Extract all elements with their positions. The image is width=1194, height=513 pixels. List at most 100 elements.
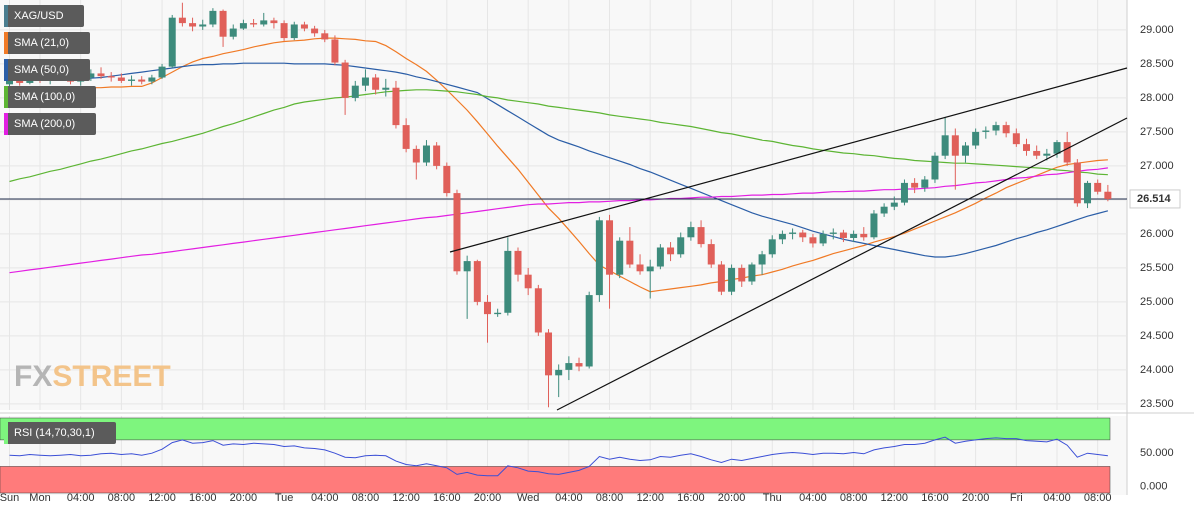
x-tick-label: 12:00	[636, 492, 664, 504]
y-tick-label: 24.500	[1140, 330, 1174, 342]
candle-body	[331, 39, 339, 63]
x-tick-label: 12:00	[392, 492, 420, 504]
candle-body	[361, 77, 369, 86]
y-tick-label: 28.500	[1140, 58, 1174, 70]
x-tick-label: 20:00	[718, 492, 746, 504]
candle-body	[311, 28, 319, 34]
legend-swatch	[4, 113, 8, 135]
candle-body	[392, 87, 400, 126]
candle-body	[402, 125, 410, 149]
candle-body	[270, 20, 278, 24]
candle-body	[473, 261, 481, 302]
x-tick-label: 20:00	[962, 492, 990, 504]
x-tick-label: 04:00	[799, 492, 827, 504]
candle-body	[555, 369, 563, 376]
legend-label: XAG/USD	[14, 10, 64, 22]
candle-body	[656, 247, 664, 267]
candle-body	[524, 274, 532, 289]
candle-body	[229, 28, 237, 37]
sma-line	[9, 89, 1108, 183]
candle-body	[16, 80, 24, 83]
x-tick-label: Mon	[29, 492, 50, 504]
legend-entry: SMA (21,0)	[4, 32, 90, 54]
candle-body	[463, 261, 471, 272]
candle-body	[839, 232, 847, 238]
candle-body	[870, 213, 878, 238]
y-tick-label: 0.000	[1140, 480, 1168, 492]
watermark: FXSTREET	[14, 360, 171, 393]
candle-body	[565, 363, 573, 370]
x-tick-label: 16:00	[677, 492, 705, 504]
candle-body	[687, 227, 695, 238]
candle-body	[433, 145, 441, 166]
x-tick-label: 20:00	[474, 492, 502, 504]
candle-body	[1094, 182, 1102, 192]
candle-body	[1033, 150, 1041, 156]
candle-body	[951, 135, 959, 156]
candle-body	[1002, 125, 1010, 134]
candle-body	[1084, 182, 1092, 204]
candle-body	[829, 232, 837, 234]
candle-body	[107, 76, 115, 78]
candle-body	[667, 247, 675, 255]
y-tick-label: 24.000	[1140, 364, 1174, 376]
candle-body	[1012, 133, 1020, 145]
legend-label: SMA (50,0)	[14, 64, 69, 76]
legend-label: SMA (21,0)	[14, 37, 69, 49]
candle-body	[799, 232, 807, 238]
candle-body	[178, 17, 186, 24]
y-tick-label: 25.000	[1140, 296, 1174, 308]
candle-body	[728, 267, 736, 292]
x-tick-label: Wed	[517, 492, 539, 504]
legend-label: SMA (200,0)	[14, 118, 75, 130]
candle-body	[545, 332, 553, 376]
x-tick-label: 08:00	[352, 492, 380, 504]
x-tick-label: Sun	[0, 492, 19, 504]
candle-body	[738, 267, 746, 282]
legend-box	[4, 5, 84, 27]
candle-body	[809, 237, 817, 244]
x-tick-label: 16:00	[189, 492, 217, 504]
candle-body	[646, 266, 654, 272]
candle-body	[87, 73, 95, 78]
candle-body	[972, 131, 980, 146]
legend-swatch	[4, 86, 8, 108]
candle-body	[982, 130, 990, 132]
x-tick-label: Fri	[1010, 492, 1023, 504]
candle-body	[219, 10, 227, 37]
candle-body	[250, 23, 258, 25]
last-price-label: 26.514	[1137, 193, 1172, 205]
x-tick-label: Thu	[763, 492, 782, 504]
x-tick-label: 04:00	[1043, 492, 1071, 504]
candle-body	[300, 24, 308, 29]
trendline	[449, 67, 1128, 253]
y-tick-label: 29.000	[1140, 24, 1174, 36]
candle-body	[1104, 191, 1112, 199]
candle-body	[209, 10, 217, 25]
candle-body	[575, 363, 583, 367]
candle-body	[412, 148, 420, 163]
candle-body	[1073, 162, 1081, 204]
candle-body	[290, 24, 298, 39]
y-tick-label: 26.000	[1140, 228, 1174, 240]
watermark-part: FX	[14, 360, 52, 393]
candle-body	[189, 23, 197, 27]
legend-box	[4, 113, 96, 135]
x-tick-label: 16:00	[433, 492, 461, 504]
candle-body	[819, 233, 827, 244]
candle-body	[341, 62, 349, 98]
x-tick-label: 12:00	[881, 492, 909, 504]
candle-body	[514, 250, 522, 275]
candle-body	[148, 77, 156, 82]
candle-body	[931, 155, 939, 180]
sma-line	[9, 62, 1109, 258]
y-tick-label: 23.500	[1140, 398, 1174, 410]
candle-body	[453, 193, 461, 272]
y-tick-label: 27.000	[1140, 160, 1174, 172]
y-tick-label: 27.500	[1140, 126, 1174, 138]
candle-body	[992, 125, 1000, 131]
candle-body	[717, 264, 725, 292]
candle-body	[941, 135, 949, 156]
legend-swatch	[4, 32, 8, 54]
